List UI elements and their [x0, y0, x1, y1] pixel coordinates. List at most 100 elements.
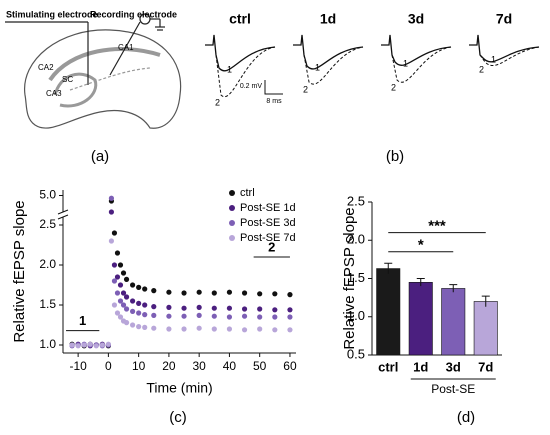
data-point — [129, 322, 136, 328]
data-point — [129, 298, 136, 304]
data-point — [211, 313, 217, 319]
data-point — [181, 290, 187, 296]
trace — [381, 34, 452, 66]
significance-label: *** — [428, 218, 446, 235]
data-point — [211, 305, 217, 311]
bar — [408, 282, 433, 356]
data-point — [142, 324, 148, 330]
data-point — [166, 289, 172, 295]
x-tick-label: -10 — [69, 359, 87, 373]
diagram-label: CA3 — [46, 89, 62, 98]
x-tick-label: 3d — [446, 359, 461, 374]
data-point — [136, 284, 142, 290]
data-point — [142, 286, 148, 292]
annotation: 1 — [79, 313, 86, 328]
data-point — [241, 313, 248, 319]
trace — [391, 46, 452, 83]
data-point — [105, 341, 111, 347]
legend-marker — [229, 205, 235, 211]
y-tick-label: 1.0 — [347, 308, 365, 323]
trace-marker: 1 — [227, 64, 232, 74]
panel-label: (b) — [386, 148, 404, 165]
y-axis-label: Relative fEPSP slope — [341, 207, 358, 349]
error-bar — [481, 295, 490, 307]
data-point — [211, 326, 217, 332]
x-tick-label: 1d — [413, 359, 428, 374]
legend-marker — [229, 190, 235, 196]
y-tick-label: 2.0 — [347, 232, 365, 247]
legend-label: Post-SE 7d — [240, 232, 296, 244]
data-point — [151, 288, 157, 294]
data-point — [151, 325, 157, 331]
data-point — [241, 290, 248, 296]
trace-marker: 2 — [215, 97, 220, 107]
trace-marker: 1 — [403, 58, 408, 68]
data-point — [241, 306, 248, 312]
data-point — [75, 343, 81, 349]
data-point — [166, 304, 172, 310]
trace-marker: 2 — [303, 84, 308, 94]
y-tick-label: 1.5 — [39, 297, 56, 311]
trace — [293, 34, 364, 70]
data-point — [120, 302, 127, 308]
data-point — [111, 278, 118, 284]
trace-marker: 2 — [391, 82, 396, 92]
data-point — [136, 310, 142, 316]
data-point — [123, 294, 130, 300]
x-tick-label: ctrl — [378, 359, 398, 374]
diagram-label: CA1 — [118, 43, 134, 52]
data-point — [196, 325, 202, 331]
data-point — [257, 314, 263, 320]
panel-label: (c) — [169, 409, 187, 426]
x-tick-label: 10 — [132, 359, 146, 373]
data-point — [181, 313, 187, 319]
y-tick-label: 2.5 — [39, 217, 56, 231]
diagram-label: CA2 — [38, 63, 54, 72]
x-axis-label: Time (min) — [146, 380, 212, 396]
data-point — [226, 305, 233, 311]
trace-marker: 2 — [479, 64, 484, 74]
data-point — [181, 326, 187, 332]
y-tick-label: 5.0 — [39, 188, 56, 202]
data-point — [241, 327, 248, 333]
data-point — [111, 262, 118, 268]
data-point — [99, 342, 105, 348]
panel-label: (d) — [457, 409, 475, 426]
data-point — [196, 289, 202, 295]
y-tick-label: 2.0 — [39, 257, 56, 271]
data-point — [272, 314, 278, 320]
data-point — [257, 306, 263, 312]
x-tick-label: 40 — [223, 359, 237, 373]
data-point — [69, 342, 75, 348]
data-point — [123, 276, 130, 282]
data-point — [272, 307, 278, 313]
data-point — [108, 195, 115, 201]
data-point — [287, 307, 293, 313]
scale-label: 8 ms — [266, 98, 282, 105]
diagram-label: Recording electrode — [90, 9, 177, 19]
data-point — [114, 310, 121, 316]
trace-title: 3d — [408, 11, 424, 27]
scale-label: 0.2 mV — [240, 83, 263, 90]
data-point — [272, 291, 278, 297]
data-point — [257, 291, 263, 297]
trace — [479, 46, 540, 67]
significance-label: * — [418, 237, 424, 254]
annotation: 2 — [268, 239, 275, 254]
data-point — [287, 327, 293, 333]
data-point — [87, 341, 93, 347]
legend-marker — [229, 220, 235, 226]
data-point — [196, 304, 202, 310]
data-point — [129, 308, 136, 314]
data-point — [151, 304, 157, 310]
data-point — [196, 312, 202, 318]
data-point — [226, 326, 233, 332]
hippocampus-diagram — [5, 13, 182, 129]
x-tick-label: 0 — [105, 359, 112, 373]
data-point — [136, 324, 142, 330]
x-tick-label: 7d — [478, 359, 493, 374]
data-point — [111, 302, 118, 308]
data-point — [181, 305, 187, 311]
data-point — [108, 238, 115, 244]
data-point — [272, 327, 278, 333]
